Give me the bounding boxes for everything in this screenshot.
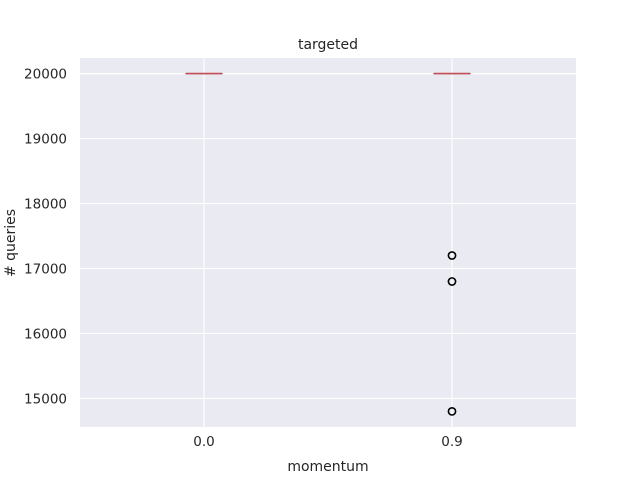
x-tick-label: 0.0 xyxy=(193,434,214,450)
outlier-point xyxy=(447,407,457,416)
outlier-point xyxy=(447,251,457,260)
y-axis-label: # queries xyxy=(3,209,19,277)
box-plot-0.9 xyxy=(433,72,471,416)
y-tick-label: 16000 xyxy=(24,326,67,342)
y-tick-label: 17000 xyxy=(24,261,67,277)
y-tick-label: 20000 xyxy=(24,67,67,83)
x-axis-label: momentum xyxy=(287,459,368,475)
y-tick-label: 18000 xyxy=(24,197,67,213)
plot-background xyxy=(80,58,576,427)
chart-title: targeted xyxy=(298,37,358,53)
x-tick-label: 0.9 xyxy=(441,434,462,450)
grid-lines xyxy=(80,58,576,427)
box-series xyxy=(185,72,471,416)
y-tick-labels: 15000 16000 17000 18000 19000 20000 xyxy=(24,67,67,408)
x-tick-labels: 0.0 0.9 xyxy=(193,434,462,450)
outlier-point xyxy=(447,277,457,286)
y-tick-label: 19000 xyxy=(24,132,67,148)
y-tick-label: 15000 xyxy=(24,391,67,407)
